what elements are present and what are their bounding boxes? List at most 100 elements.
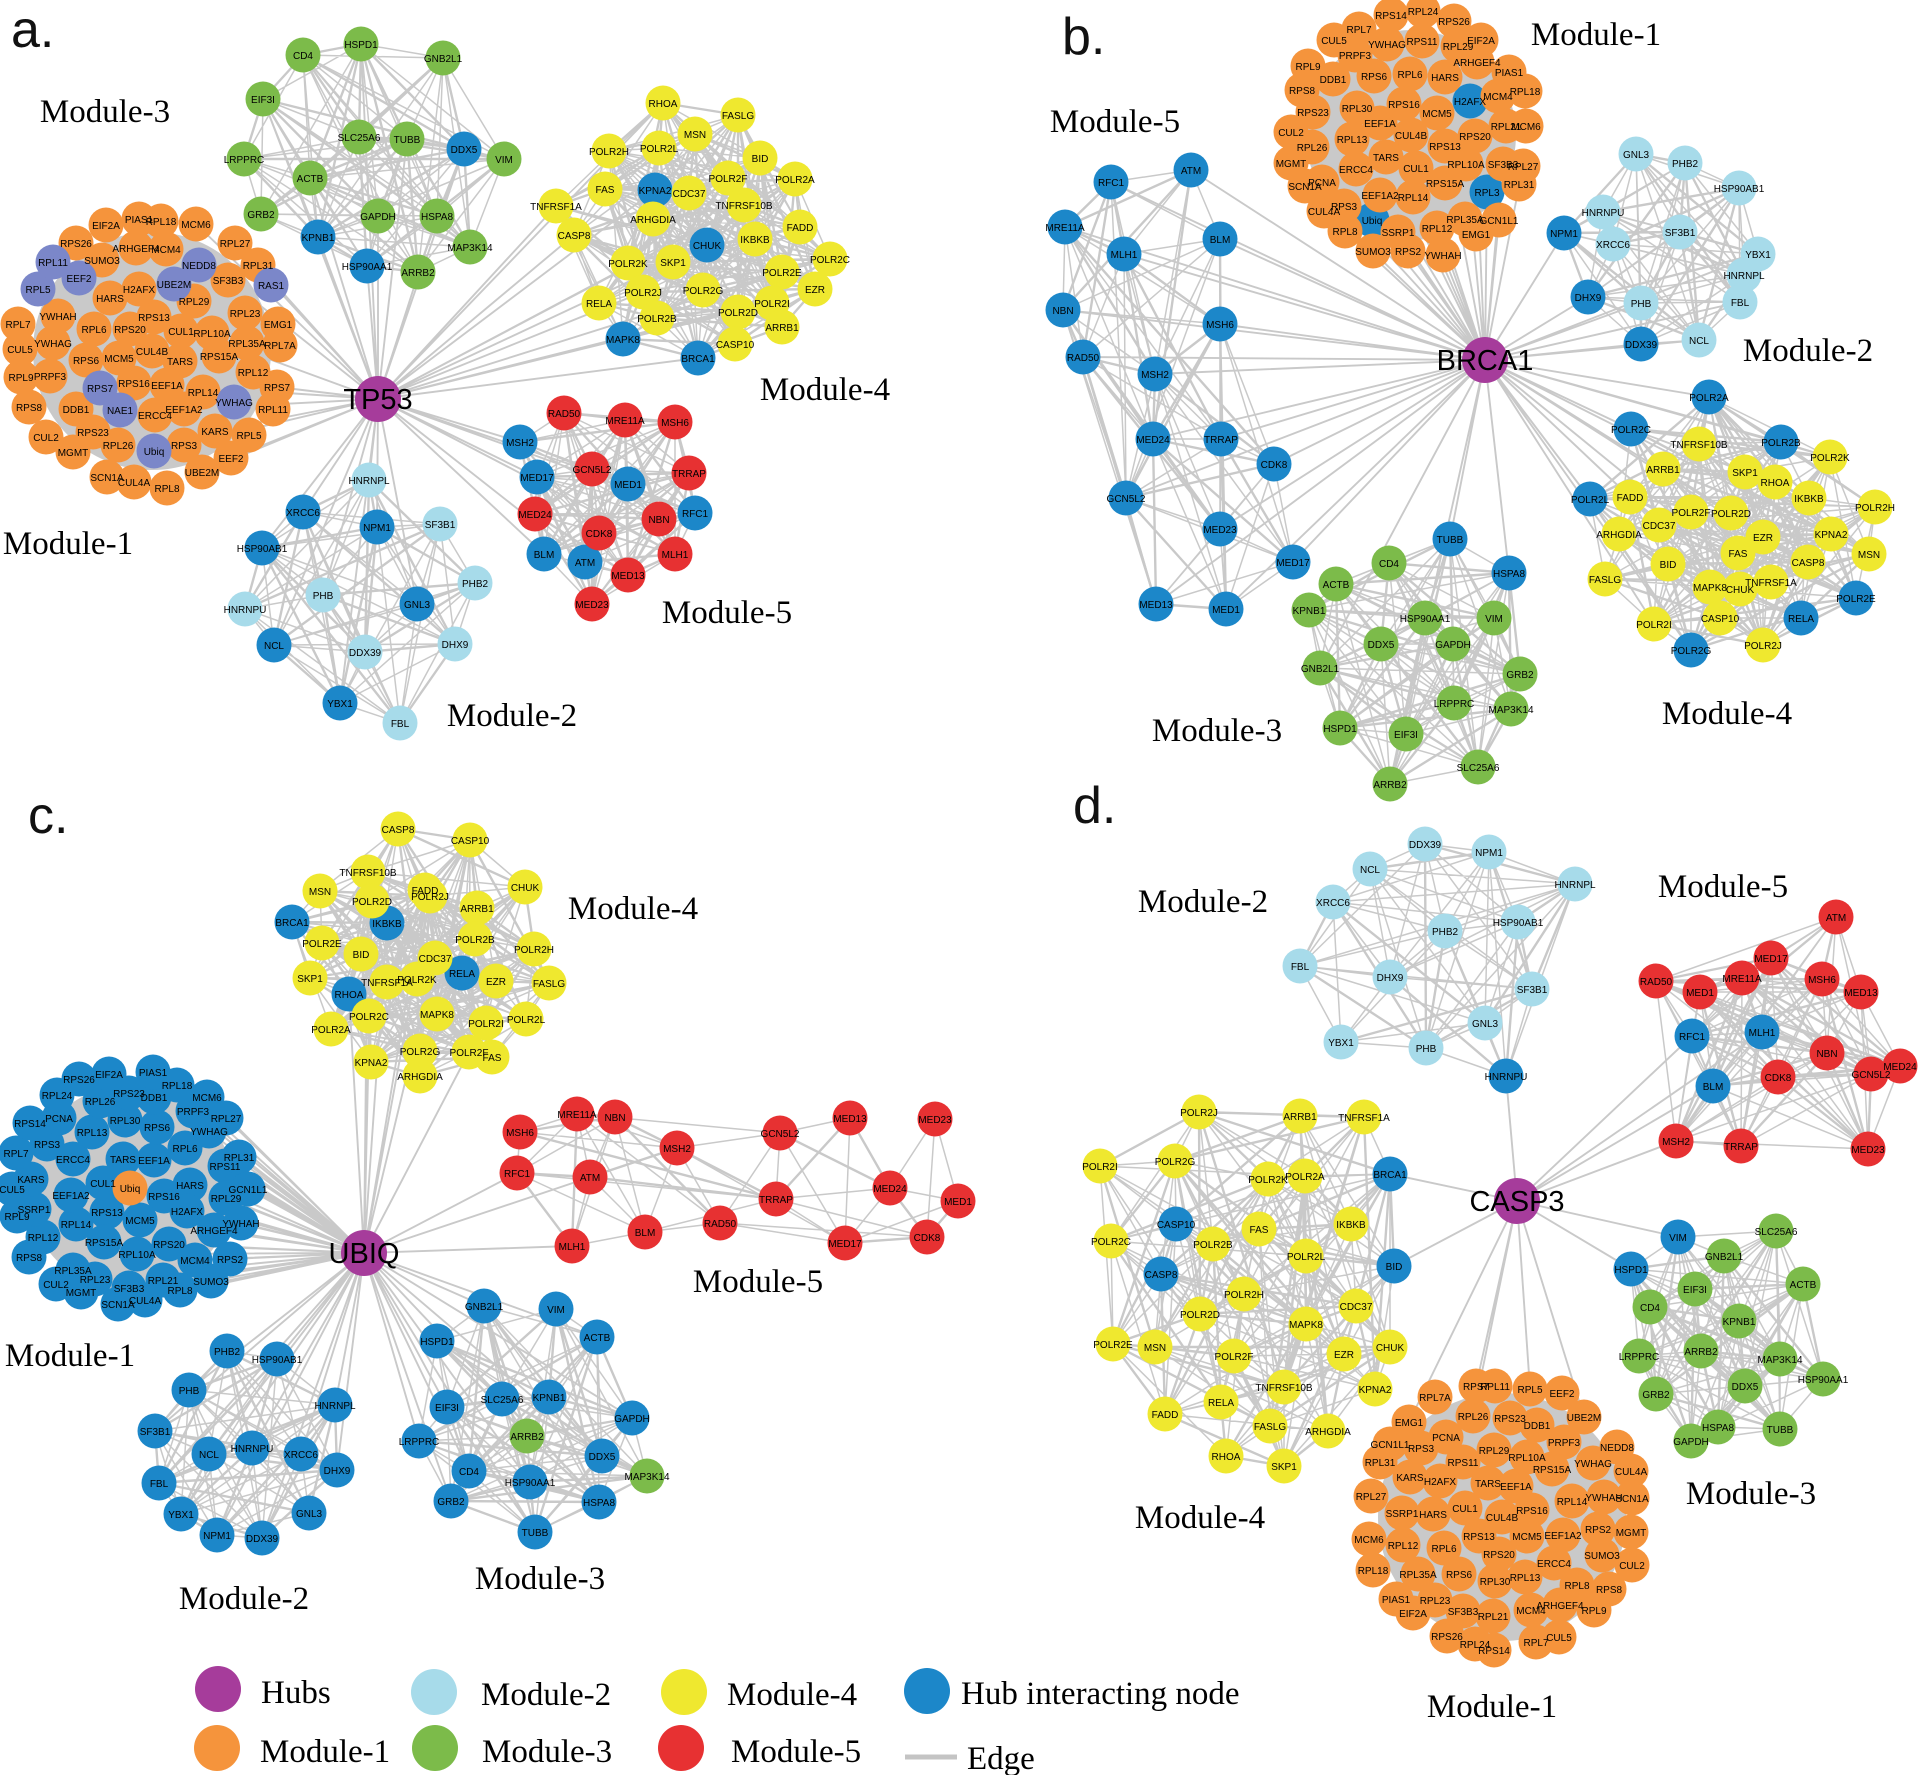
svg-text:RPL7A: RPL7A <box>1419 1393 1451 1404</box>
svg-text:Ubiq: Ubiq <box>120 1184 141 1195</box>
svg-text:YBX1: YBX1 <box>168 1510 194 1521</box>
svg-text:ARHGEF4: ARHGEF4 <box>1536 1601 1584 1612</box>
svg-text:PHB2: PHB2 <box>1672 159 1699 170</box>
svg-text:NCL: NCL <box>1360 865 1380 876</box>
svg-text:DDX5: DDX5 <box>1368 640 1395 651</box>
svg-text:MAP3K14: MAP3K14 <box>447 243 492 254</box>
svg-text:POLR2A: POLR2A <box>1689 393 1729 404</box>
svg-text:MCM6: MCM6 <box>192 1093 222 1104</box>
svg-text:HSPD1: HSPD1 <box>1614 1265 1648 1276</box>
svg-text:MCM5: MCM5 <box>1512 1532 1542 1543</box>
svg-text:MRE11A: MRE11A <box>605 416 645 427</box>
svg-text:MSN: MSN <box>684 130 706 141</box>
svg-text:Ubiq: Ubiq <box>1362 216 1383 227</box>
svg-text:FADD: FADD <box>1617 493 1644 504</box>
svg-text:RAD50: RAD50 <box>704 1219 737 1230</box>
svg-text:EIF3I: EIF3I <box>1394 730 1418 741</box>
svg-text:POLR2K: POLR2K <box>1810 453 1850 464</box>
svg-text:RPL35A: RPL35A <box>54 1266 92 1277</box>
svg-text:POLR2E: POLR2E <box>762 268 802 279</box>
svg-text:RPL10A: RPL10A <box>193 329 231 340</box>
svg-text:a.: a. <box>11 1 54 59</box>
svg-text:SUMO3: SUMO3 <box>84 256 120 267</box>
svg-text:HSP90AA1: HSP90AA1 <box>1798 1375 1849 1386</box>
svg-text:SKP1: SKP1 <box>297 974 323 985</box>
svg-text:EEF1A2: EEF1A2 <box>165 405 203 416</box>
svg-text:NPM1: NPM1 <box>1475 848 1503 859</box>
svg-text:LRPPRC: LRPPRC <box>1434 699 1475 710</box>
svg-text:EIF2A: EIF2A <box>1467 36 1495 47</box>
svg-text:Module-1: Module-1 <box>1531 17 1661 53</box>
svg-text:RPL11: RPL11 <box>258 405 288 416</box>
svg-text:RPS6: RPS6 <box>144 1123 171 1134</box>
svg-text:NEDD8: NEDD8 <box>182 261 216 272</box>
svg-text:ATM: ATM <box>1181 166 1201 177</box>
svg-text:CHUK: CHUK <box>693 241 722 252</box>
svg-text:BRCA1: BRCA1 <box>275 918 309 929</box>
svg-text:NEDD8: NEDD8 <box>1600 1443 1634 1454</box>
svg-text:MSH6: MSH6 <box>506 1128 534 1139</box>
svg-text:RPS8: RPS8 <box>16 403 43 414</box>
svg-text:Module-3: Module-3 <box>1686 1476 1816 1512</box>
svg-text:RPS15A: RPS15A <box>1533 1465 1572 1476</box>
svg-text:ARHGDIA: ARHGDIA <box>1596 530 1642 541</box>
svg-text:ERCC4: ERCC4 <box>138 411 172 422</box>
svg-text:POLR2K: POLR2K <box>1248 1175 1288 1186</box>
svg-text:BID: BID <box>752 154 769 165</box>
svg-text:UBE2M: UBE2M <box>157 280 191 291</box>
svg-text:SLC25A6: SLC25A6 <box>1457 763 1500 774</box>
svg-text:YWHAH: YWHAH <box>39 312 76 323</box>
svg-text:CUL1: CUL1 <box>1452 1504 1478 1515</box>
svg-text:CUL4A: CUL4A <box>118 478 151 489</box>
svg-text:RPL8: RPL8 <box>167 1286 192 1297</box>
svg-text:CHUK: CHUK <box>511 883 540 894</box>
svg-text:VIM: VIM <box>1669 1233 1687 1244</box>
svg-text:RPL7: RPL7 <box>5 320 30 331</box>
svg-text:CASP8: CASP8 <box>1792 558 1825 569</box>
svg-text:HSPD1: HSPD1 <box>1323 724 1357 735</box>
svg-text:DHX9: DHX9 <box>442 640 469 651</box>
svg-text:MAPK8: MAPK8 <box>1693 583 1727 594</box>
svg-text:POLR2E: POLR2E <box>302 939 342 950</box>
svg-text:CUL4A: CUL4A <box>129 1296 162 1307</box>
svg-text:POLR2B: POLR2B <box>1193 1240 1233 1251</box>
svg-text:RPL9: RPL9 <box>8 373 33 384</box>
svg-text:POLR2E: POLR2E <box>1093 1340 1133 1351</box>
svg-text:RPL10A: RPL10A <box>1508 1453 1546 1464</box>
svg-text:DDB1: DDB1 <box>141 1093 168 1104</box>
svg-text:PHB: PHB <box>313 591 334 602</box>
svg-text:CUL2: CUL2 <box>43 1280 69 1291</box>
svg-text:FBL: FBL <box>391 719 410 730</box>
svg-text:SCN1A: SCN1A <box>101 1300 135 1311</box>
svg-text:RPL14: RPL14 <box>1557 1497 1588 1508</box>
svg-text:CASP8: CASP8 <box>558 231 591 242</box>
svg-text:RPL26: RPL26 <box>1297 143 1328 154</box>
svg-text:Module-4: Module-4 <box>1662 696 1792 732</box>
svg-text:TUBB: TUBB <box>1767 1425 1794 1436</box>
svg-text:RFC1: RFC1 <box>682 509 709 520</box>
svg-text:GCN1L1: GCN1L1 <box>1371 1440 1410 1451</box>
svg-text:MCM6: MCM6 <box>181 220 211 231</box>
svg-text:EZR: EZR <box>1334 1350 1354 1361</box>
svg-text:MSH2: MSH2 <box>506 438 534 449</box>
svg-text:GCN1L1: GCN1L1 <box>1480 216 1519 227</box>
svg-text:MLH1: MLH1 <box>1111 250 1138 261</box>
svg-text:GNB2L1: GNB2L1 <box>465 1302 504 1313</box>
svg-text:SKP1: SKP1 <box>660 258 686 269</box>
svg-text:MED1: MED1 <box>1212 605 1240 616</box>
svg-text:EEF1A2: EEF1A2 <box>1361 191 1399 202</box>
svg-text:IKBKB: IKBKB <box>1794 494 1824 505</box>
svg-text:CASP10: CASP10 <box>451 836 490 847</box>
svg-text:RPS13: RPS13 <box>91 1208 123 1219</box>
svg-text:BLM: BLM <box>534 550 555 561</box>
svg-text:RAD50: RAD50 <box>1067 353 1100 364</box>
svg-text:ARRB1: ARRB1 <box>460 904 494 915</box>
svg-text:RPL21: RPL21 <box>1478 1612 1509 1623</box>
svg-text:RPL30: RPL30 <box>1342 104 1373 115</box>
svg-text:YWHAG: YWHAG <box>34 339 72 350</box>
svg-text:GNL3: GNL3 <box>1472 1019 1499 1030</box>
svg-text:RPS23: RPS23 <box>1297 108 1329 119</box>
svg-text:RPL18: RPL18 <box>146 217 177 228</box>
svg-text:KPNA2: KPNA2 <box>355 1058 388 1069</box>
svg-text:POLR2A: POLR2A <box>311 1025 351 1036</box>
